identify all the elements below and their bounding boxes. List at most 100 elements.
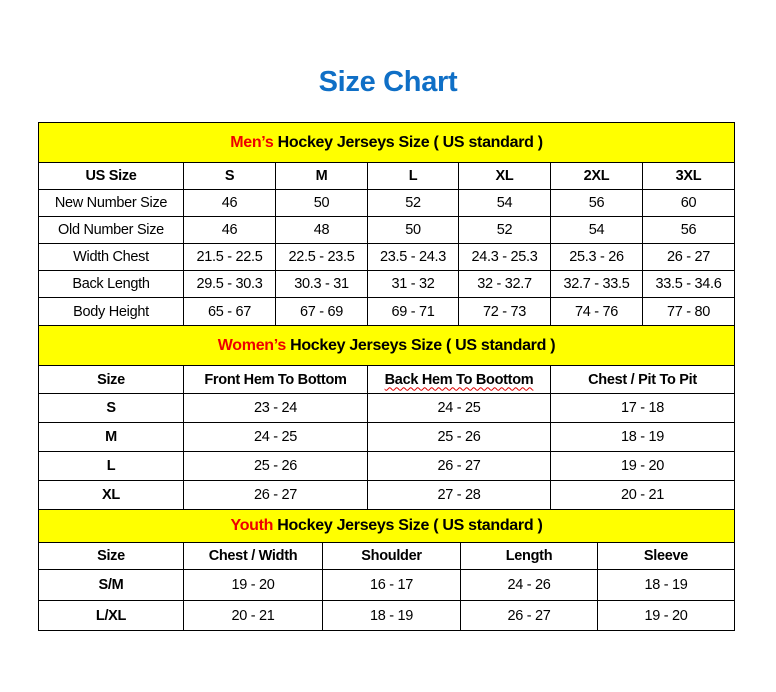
table-cell: 27 - 28: [367, 480, 551, 510]
table-cell: 19 - 20: [549, 451, 736, 481]
table-row: Width Chest 21.5 - 22.5 22.5 - 23.5 23.5 - …: [38, 243, 736, 271]
heading-text: Hockey Jerseys Size ( US standard ): [285, 336, 556, 354]
table-cell: 31 - 32: [367, 270, 459, 298]
table-cell: 50: [275, 189, 368, 217]
header-row: Size Chest / Width Shoulder Length Sleeve: [38, 542, 735, 570]
column-header: Length: [460, 542, 598, 570]
column-header: 2XL: [550, 162, 643, 190]
table-cell: 54: [458, 189, 551, 217]
column-header-label: Length: [505, 548, 553, 564]
table-cell: 72 - 73: [458, 297, 551, 326]
table-cell: 67 - 69: [275, 297, 368, 326]
men-section-heading: Men’s Hockey Jerseys Size ( US standard …: [37, 122, 736, 163]
table-row: S 23 - 24 24 - 25 17 - 18: [38, 393, 736, 423]
table-cell: 25 - 26: [183, 451, 368, 481]
table-row: XL 26 - 27 27 - 28 20 - 21: [38, 480, 736, 510]
column-header-label: XL: [495, 168, 514, 184]
column-header-label: Chest / Pit To Pit: [588, 371, 697, 388]
table-cell: 26 - 27: [183, 480, 368, 510]
women-size-table: Women’s Hockey Jerseys Size ( US standar…: [37, 325, 736, 510]
table-row: M 24 - 25 25 - 26 18 - 19: [38, 422, 736, 452]
column-header: 3XL: [641, 162, 736, 190]
table-cell: 24 - 26: [460, 569, 598, 601]
table-cell: 29.5 - 30.3: [183, 270, 276, 298]
row-label: Back Length: [38, 270, 184, 298]
table-cell: 56: [641, 216, 736, 244]
column-header-label: Front Hem To Bottom: [204, 371, 347, 388]
column-header: Chest / Pit To Pit: [549, 365, 736, 394]
column-header: XL: [458, 162, 551, 190]
table-cell: 20 - 21: [549, 480, 736, 510]
row-label: New Number Size: [38, 189, 184, 217]
column-header: L: [367, 162, 459, 190]
column-header-label: Shoulder: [361, 548, 422, 564]
row-label: M: [38, 422, 184, 452]
table-cell: 52: [367, 189, 459, 217]
table-cell: 24.3 - 25.3: [458, 243, 551, 271]
column-header: M: [275, 162, 368, 190]
column-header-label: M: [315, 168, 328, 184]
table-cell: 24 - 25: [183, 422, 368, 452]
table-cell: 22.5 - 23.5: [275, 243, 368, 271]
table-cell: 18 - 19: [549, 422, 736, 452]
column-header-label: Size: [97, 548, 125, 564]
youth-size-table: Youth Hockey Jerseys Size ( US standard …: [38, 509, 735, 631]
heading-text: Hockey Jerseys Size ( US standard ): [273, 133, 543, 151]
row-label: L/XL: [38, 600, 184, 631]
column-header-label: Chest / Width: [208, 548, 298, 564]
column-header: Front Hem To Bottom: [183, 365, 368, 394]
table-cell: 32 - 32.7: [458, 270, 551, 298]
column-header: Shoulder: [322, 542, 461, 570]
column-header-label: L: [408, 168, 418, 184]
men-size-table: Men’s Hockey Jerseys Size ( US standard …: [37, 122, 736, 326]
column-header-label: US Size: [85, 168, 137, 184]
table-cell: 25 - 26: [367, 422, 551, 452]
column-header: Sleeve: [597, 542, 735, 570]
table-cell: 50: [367, 216, 459, 244]
table-cell: 26 - 27: [367, 451, 551, 481]
row-label: XL: [38, 480, 184, 510]
table-cell: 74 - 76: [550, 297, 643, 326]
header-row: US Size S M L XL 2XL 3XL: [38, 162, 736, 190]
row-label: Body Height: [38, 297, 184, 326]
table-cell: 46: [183, 189, 276, 217]
table-cell: 20 - 21: [183, 600, 323, 631]
table-cell: 65 - 67: [183, 297, 276, 326]
table-row: L 25 - 26 26 - 27 19 - 20: [38, 451, 736, 481]
table-row: S/M 19 - 20 16 - 17 24 - 26 18 - 19: [38, 569, 735, 601]
table-cell: 46: [183, 216, 276, 244]
table-cell: 48: [275, 216, 368, 244]
column-header-label: 2XL: [583, 168, 610, 184]
table-cell: 30.3 - 31: [275, 270, 368, 298]
table-cell: 26 - 27: [641, 243, 736, 271]
row-label: S: [38, 393, 184, 423]
heading-accent: Men’s: [230, 133, 274, 151]
table-cell: 26 - 27: [460, 600, 598, 631]
column-header: Size: [38, 542, 184, 570]
table-row: Old Number Size 46 48 50 52 54 56: [38, 216, 736, 244]
column-header: Size: [38, 365, 184, 394]
heading-text: Hockey Jerseys Size ( US standard ): [273, 517, 543, 534]
column-header-label: Back Hem To Boottom: [384, 371, 534, 388]
column-header: Chest / Width: [183, 542, 323, 570]
table-cell: 56: [550, 189, 643, 217]
row-label: Old Number Size: [38, 216, 184, 244]
row-label: Width Chest: [38, 243, 184, 271]
table-cell: 52: [458, 216, 551, 244]
table-cell: 54: [550, 216, 643, 244]
table-cell: 16 - 17: [322, 569, 461, 601]
youth-section-heading: Youth Hockey Jerseys Size ( US standard …: [38, 509, 735, 543]
column-header: Back Hem To Boottom: [367, 365, 551, 394]
row-label: S/M: [38, 569, 184, 601]
column-header-label: Size: [97, 371, 125, 388]
table-cell: 19 - 20: [597, 600, 735, 631]
heading-accent: Youth: [230, 517, 274, 534]
size-chart: Men’s Hockey Jerseys Size ( US standard …: [37, 122, 736, 631]
women-section-heading: Women’s Hockey Jerseys Size ( US standar…: [37, 325, 736, 366]
table-row: Body Height 65 - 67 67 - 69 69 - 71 72 - 73 7…: [38, 297, 736, 326]
table-cell: 17 - 18: [549, 393, 736, 423]
table-cell: 60: [641, 189, 736, 217]
table-cell: 25.3 - 26: [550, 243, 643, 271]
header-row: Size Front Hem To Bottom Back Hem To Boott…: [38, 365, 736, 394]
table-cell: 32.7 - 33.5: [550, 270, 643, 298]
